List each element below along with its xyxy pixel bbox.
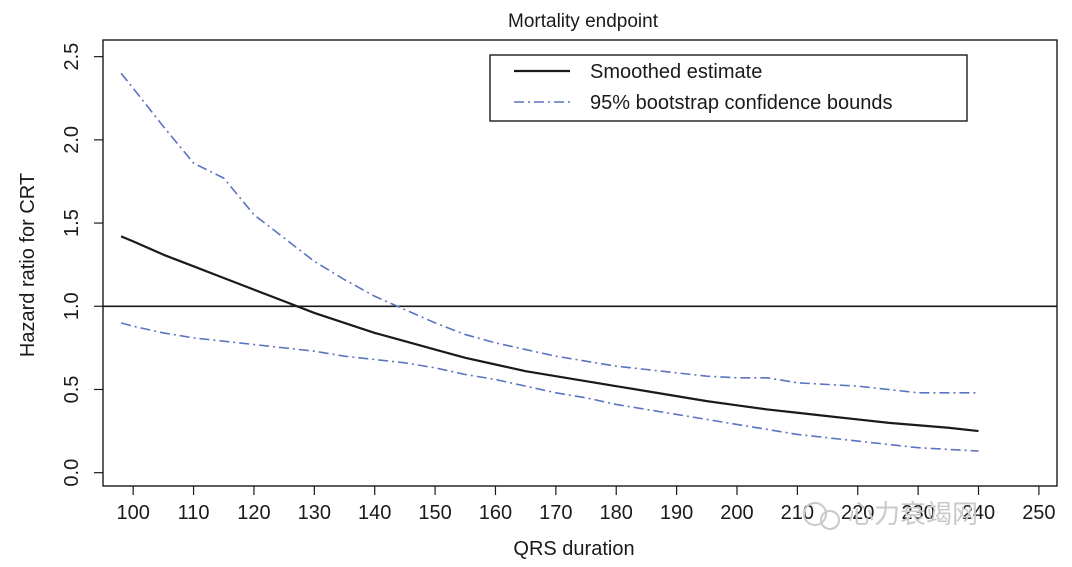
- x-tick-label: 170: [539, 502, 572, 524]
- y-tick-label: 1.5: [61, 209, 83, 237]
- x-tick-label: 110: [178, 502, 210, 524]
- x-tick-label: 250: [1022, 502, 1055, 524]
- watermark: 心力衰竭网: [803, 500, 978, 530]
- y-tick-label: 2.0: [61, 126, 83, 154]
- x-tick-label: 140: [358, 502, 391, 524]
- legend-box: [489, 54, 968, 122]
- x-tick-label: 130: [298, 502, 331, 524]
- x-tick-label: 190: [660, 502, 693, 524]
- x-tick-label: 160: [479, 502, 512, 524]
- x-tick-label: 200: [720, 502, 753, 524]
- x-tick-label: 230: [901, 502, 934, 524]
- y-axis-title: Hazard ratio for CRT: [17, 173, 39, 357]
- x-axis-title: QRS duration: [513, 538, 634, 560]
- y-tick-label: 0.0: [61, 459, 83, 487]
- wechat-icon: [803, 502, 827, 526]
- x-tick-label: 150: [418, 502, 451, 524]
- y-tick-label: 2.5: [61, 43, 83, 71]
- series-line-lower-bound: [120, 322, 979, 452]
- x-tick-label: 220: [841, 502, 874, 524]
- series-line-upper-bound: [120, 72, 979, 394]
- legend-label: 95% bootstrap confidence bounds: [590, 92, 892, 114]
- plot-frame: [102, 39, 1058, 487]
- y-tick-label: 1.0: [61, 292, 83, 320]
- x-tick-label: 240: [962, 502, 995, 524]
- y-tick-label: 0.5: [61, 376, 83, 404]
- x-tick-label: 120: [237, 502, 270, 524]
- x-tick-label: 100: [117, 502, 150, 524]
- chart-title: Mortality endpoint: [508, 11, 659, 32]
- series-line-smoothed-estimate: [120, 235, 979, 433]
- watermark-text: 心力衰竭网: [848, 500, 978, 530]
- x-tick-label: 180: [600, 502, 633, 524]
- legend-label: Smoothed estimate: [590, 61, 762, 83]
